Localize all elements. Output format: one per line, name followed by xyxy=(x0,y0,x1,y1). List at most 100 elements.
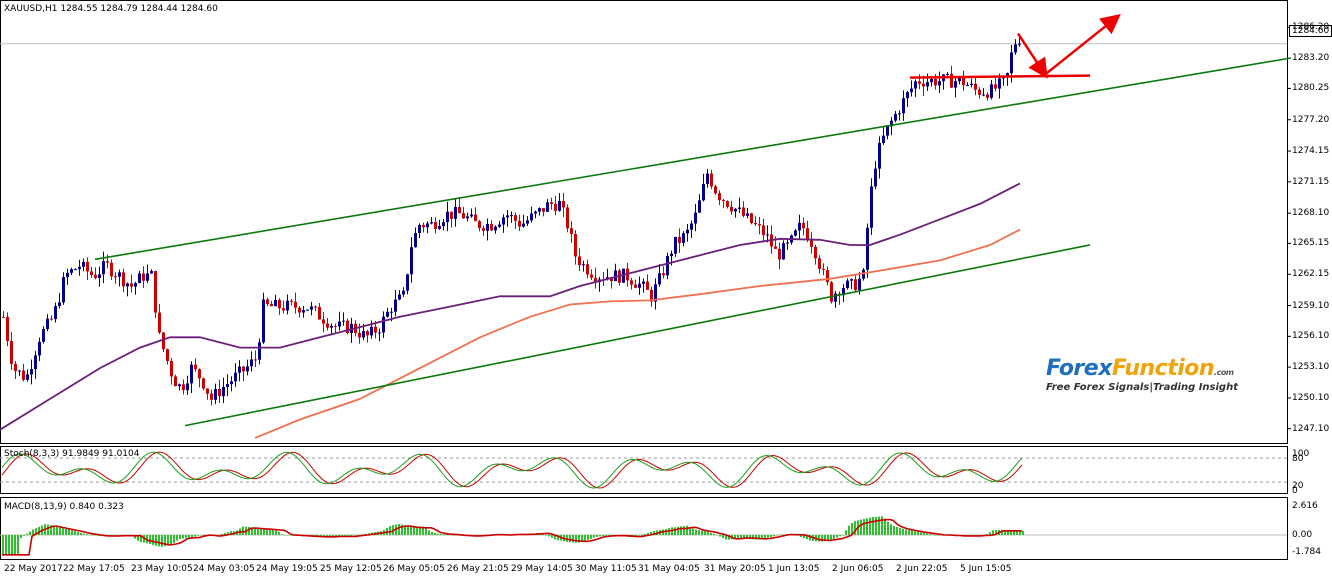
macd-pane[interactable]: MACD(8,13,9) 0.840 0.323 2.616 0.00 -1.7… xyxy=(0,497,1332,561)
macd-histogram-bar xyxy=(242,526,244,535)
bull-candle xyxy=(214,388,217,400)
price-chart[interactable] xyxy=(0,0,1332,445)
bear-candle xyxy=(198,369,201,379)
logo-forex: Forex xyxy=(1046,356,1112,381)
macd-histogram-bar xyxy=(650,531,652,535)
bull-candle xyxy=(510,215,513,217)
macd-histogram-bar xyxy=(218,534,220,536)
bull-candle xyxy=(638,283,641,288)
price-tick-label: 1286.20 xyxy=(1292,22,1330,33)
bull-candle xyxy=(394,299,397,312)
macd-histogram-bar xyxy=(869,517,871,535)
bull-candle xyxy=(498,224,501,227)
macd-histogram-bar xyxy=(911,530,913,535)
bear-candle xyxy=(182,384,185,391)
stoch-pane[interactable]: Stoch(8,3,3) 91.9849 91.0104 100 80 20 0 xyxy=(0,446,1332,496)
bull-candle xyxy=(98,274,101,278)
macd-histogram-bar xyxy=(230,531,232,535)
bear-candle xyxy=(294,301,297,308)
macd-histogram-bar xyxy=(227,532,229,535)
bear-candle xyxy=(50,318,53,320)
bull-candle xyxy=(894,113,897,121)
macd-histogram-bar xyxy=(764,535,766,539)
bull-candle xyxy=(310,306,313,310)
bull-candle xyxy=(246,366,249,372)
bear-candle xyxy=(634,284,637,288)
macd-histogram-bar xyxy=(152,535,154,546)
bear-candle xyxy=(718,193,721,201)
macd-histogram-bar xyxy=(158,535,160,547)
bull-candle xyxy=(126,283,129,287)
macd-histogram-bar xyxy=(677,526,679,535)
bull-candle xyxy=(186,383,189,391)
macd-histogram-bar xyxy=(35,528,37,535)
stoch-chart[interactable] xyxy=(0,446,1332,495)
macd-histogram-bar xyxy=(1022,530,1024,535)
bull-candle xyxy=(694,212,697,224)
macd-histogram-bar xyxy=(362,534,364,535)
macd-histogram-bar xyxy=(608,535,610,536)
main-chart-pane[interactable]: XAUUSD,H1 1284.55 1284.79 1284.44 1284.6… xyxy=(0,0,1332,445)
macd-histogram-bar xyxy=(440,533,442,535)
macd-histogram-bar xyxy=(743,535,745,539)
bull-candle xyxy=(414,233,417,248)
bear-candle xyxy=(434,222,437,229)
macd-histogram-bar xyxy=(935,535,937,536)
bull-candle xyxy=(338,321,341,327)
macd-histogram-bar xyxy=(1001,529,1003,535)
bull-candle xyxy=(766,234,769,236)
bull-candle xyxy=(926,82,929,87)
bull-candle xyxy=(78,266,81,270)
macd-histogram-bar xyxy=(425,528,427,535)
macd-histogram-bar xyxy=(17,535,19,555)
macd-histogram-bar xyxy=(221,534,223,535)
bear-candle xyxy=(518,220,521,227)
bull-candle xyxy=(70,269,73,273)
price-tick-label: 1274.15 xyxy=(1292,146,1330,157)
macd-histogram-bar xyxy=(686,525,688,535)
macd-histogram-bar xyxy=(728,535,730,540)
macd-histogram-bar xyxy=(11,535,13,555)
bull-candle xyxy=(642,281,645,284)
up-arrow-annotation xyxy=(1044,13,1121,76)
macd-histogram-bar xyxy=(545,535,547,536)
macd-histogram-bar xyxy=(332,535,334,537)
macd-histogram-bar xyxy=(551,535,553,538)
macd-chart[interactable] xyxy=(0,497,1332,561)
bear-candle xyxy=(986,94,989,98)
bear-candle xyxy=(314,306,317,308)
macd-histogram-bar xyxy=(896,526,898,535)
macd-histogram-bar xyxy=(851,523,853,535)
bear-candle xyxy=(646,281,649,290)
bull-candle xyxy=(446,211,449,223)
macd-histogram-bar xyxy=(284,535,286,536)
bull-candle xyxy=(558,201,561,211)
macd-histogram-bar xyxy=(818,535,820,542)
bull-candle xyxy=(26,374,29,380)
macd-histogram-bar xyxy=(740,535,742,539)
bull-candle xyxy=(582,264,585,266)
macd-histogram-bar xyxy=(149,535,151,545)
macd-histogram-bar xyxy=(5,535,7,555)
bear-candle xyxy=(750,213,753,223)
price-tick-label: 1265.15 xyxy=(1292,238,1330,249)
bull-candle xyxy=(966,85,969,87)
bull-candle xyxy=(286,300,289,311)
bear-candle xyxy=(722,200,725,202)
bull-candle xyxy=(946,73,949,75)
bull-candle xyxy=(882,135,885,143)
price-tick-label: 1277.20 xyxy=(1292,114,1330,125)
bear-candle xyxy=(934,78,937,86)
macd-histogram-bar xyxy=(707,532,709,535)
bull-candle xyxy=(330,325,333,328)
macd-histogram-bar xyxy=(443,534,445,535)
time-tick-label: 24 May 19:05 xyxy=(256,564,318,574)
bull-candle xyxy=(262,299,265,343)
bear-candle xyxy=(922,83,925,87)
macd-histogram-bar xyxy=(446,534,448,535)
macd-header: MACD(8,13,9) 0.840 0.323 xyxy=(4,502,124,512)
macd-histogram-bar xyxy=(881,516,883,535)
macd-histogram-bar xyxy=(434,532,436,535)
bear-candle xyxy=(806,228,809,241)
bear-candle xyxy=(962,77,965,86)
